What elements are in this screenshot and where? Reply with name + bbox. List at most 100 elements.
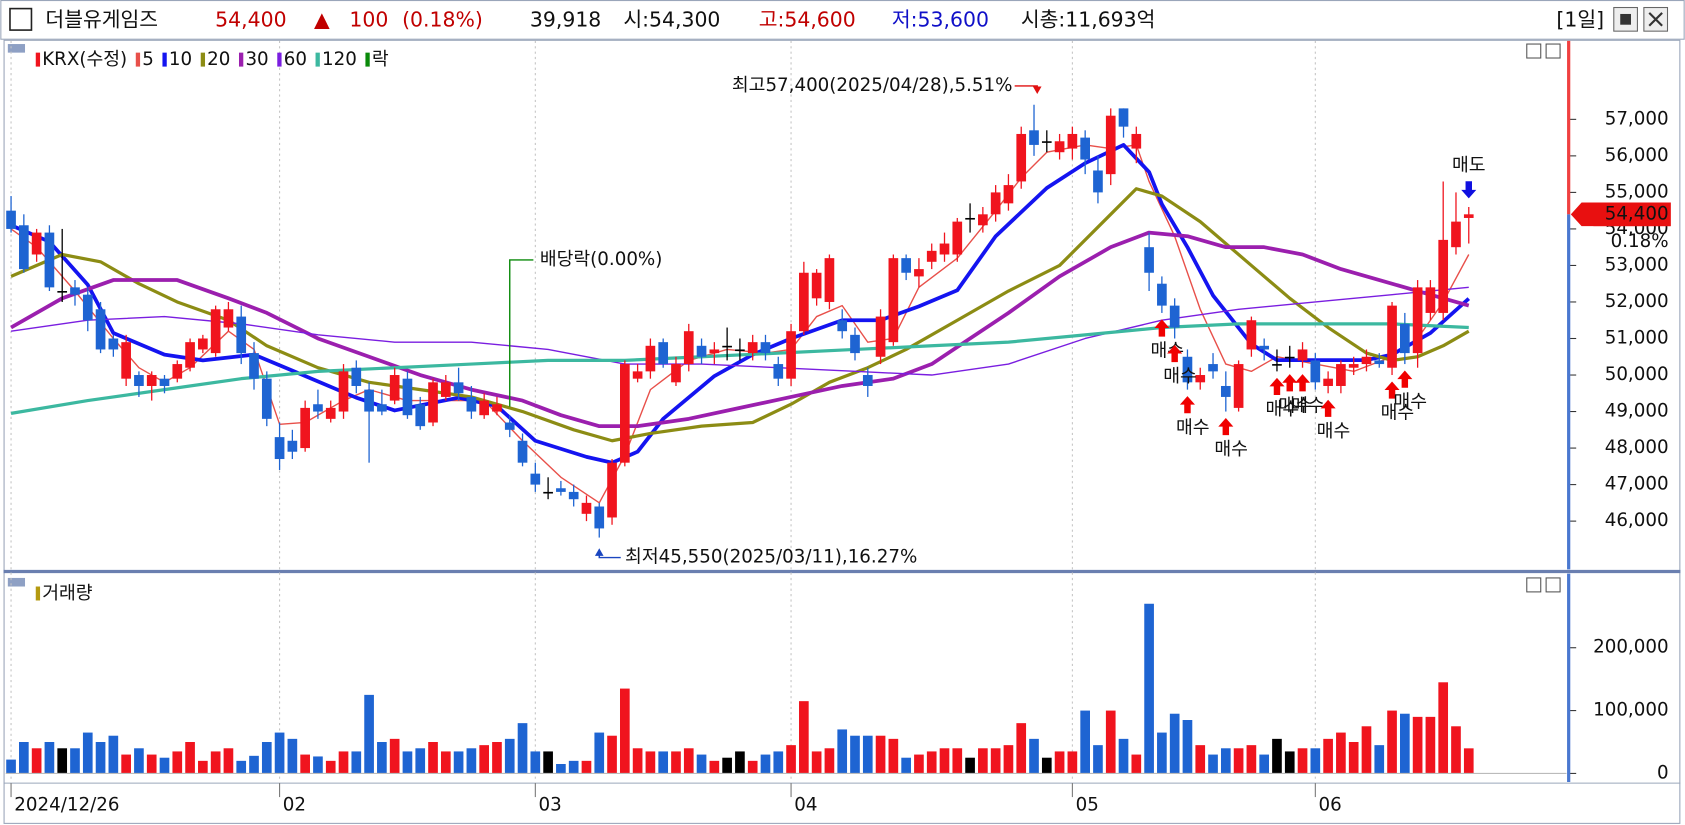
legend-volume: 거래량 xyxy=(42,583,93,604)
candle-body xyxy=(223,309,234,328)
volume-bar xyxy=(1323,738,1333,774)
candle-body xyxy=(607,462,617,518)
volume-tick-label: 0 xyxy=(1657,762,1669,783)
price: 54,400 xyxy=(215,7,286,31)
volume-bar xyxy=(1310,748,1321,774)
volume-bar xyxy=(389,738,400,774)
candle-body xyxy=(735,349,745,352)
volume-bar xyxy=(683,748,694,774)
volume-bar xyxy=(799,701,809,774)
y-tick-label: 55,000 xyxy=(1605,181,1669,202)
buy-label: 매수 xyxy=(1176,417,1210,438)
volume-bar xyxy=(1336,732,1346,774)
volume-bar xyxy=(671,751,681,774)
candle-body xyxy=(990,192,1001,215)
candle-body xyxy=(351,367,362,386)
checkbox[interactable] xyxy=(9,7,33,31)
candle-body xyxy=(1195,375,1206,383)
candle-body xyxy=(926,250,937,262)
volume-bar xyxy=(1297,748,1308,774)
candle-body xyxy=(632,371,643,379)
candle-body xyxy=(364,389,374,412)
candle-body xyxy=(1067,133,1078,149)
candle-body xyxy=(415,404,426,427)
candle-body xyxy=(198,338,208,350)
candle-body xyxy=(965,217,975,220)
volume-bar xyxy=(82,732,93,774)
volume-bar xyxy=(990,748,1001,774)
x-tick-label: 03 xyxy=(539,795,562,816)
high-note-head xyxy=(1032,86,1042,94)
candle-body xyxy=(338,371,349,412)
legend-dividend: 락 xyxy=(372,49,389,70)
volume-bar xyxy=(1438,682,1449,774)
volume-bar xyxy=(300,754,310,774)
x-tick-label: 04 xyxy=(794,795,817,816)
candle-body xyxy=(1374,360,1385,365)
candle-body xyxy=(850,334,860,354)
legend-ma-marker xyxy=(200,52,206,67)
candle-body xyxy=(594,506,605,529)
candle-body xyxy=(1029,130,1039,145)
volume-bar xyxy=(530,751,541,774)
volume-bar xyxy=(313,756,323,774)
candle-body xyxy=(440,382,451,397)
candle-body xyxy=(1157,283,1167,306)
volume-bar xyxy=(325,760,336,774)
panel-close-button[interactable] xyxy=(1545,43,1561,59)
candle-body xyxy=(568,491,579,500)
candle-body xyxy=(530,473,541,485)
buy-label: 매수 xyxy=(1393,392,1427,413)
volume-bar xyxy=(978,748,988,774)
candle-body xyxy=(1348,364,1359,368)
candle-body xyxy=(1169,305,1180,328)
legend-candles: KRX(수정) xyxy=(42,49,127,70)
volume-bar xyxy=(773,751,784,774)
header-bar xyxy=(0,0,1685,40)
candle-body xyxy=(504,422,515,430)
candle-body xyxy=(402,378,413,416)
volume-bar xyxy=(901,757,911,774)
candle-body xyxy=(543,491,553,494)
volume-bar xyxy=(1169,713,1180,774)
change-arrow: ▲ xyxy=(314,7,330,31)
candle-body xyxy=(1093,170,1103,193)
candle-body xyxy=(1451,221,1461,248)
panel-max-button[interactable] xyxy=(1526,43,1542,59)
panel-max-button[interactable] xyxy=(1526,577,1542,593)
volume-bar xyxy=(1067,751,1078,774)
candle-body xyxy=(1220,385,1231,397)
volume-bar xyxy=(862,735,873,774)
buy-arrow xyxy=(1282,374,1298,392)
y-tick-label: 47,000 xyxy=(1605,474,1669,495)
y-tick-label: 51,000 xyxy=(1605,327,1669,348)
open: 시:54,300 xyxy=(623,7,720,31)
candle-body xyxy=(185,342,195,368)
volume-bar xyxy=(1144,603,1154,774)
volume-bar xyxy=(95,742,106,774)
panel-close-button[interactable] xyxy=(1545,577,1561,593)
volume-bar xyxy=(619,688,630,774)
candle-body xyxy=(709,349,720,354)
volume-bar xyxy=(364,694,374,774)
candle-body xyxy=(1233,364,1244,408)
volume-bar xyxy=(57,748,68,774)
buy-label: 매수 xyxy=(1291,395,1325,416)
candle-body xyxy=(747,342,758,354)
candle-body xyxy=(1284,356,1295,359)
candle-body xyxy=(428,382,438,423)
legend-dividend-marker xyxy=(365,52,370,67)
volume-bar xyxy=(134,748,144,774)
volume-bar xyxy=(1105,710,1116,774)
volume-bar xyxy=(1451,726,1461,774)
candle-body xyxy=(1246,320,1257,350)
candle-body xyxy=(1003,185,1014,204)
period[interactable]: [1일] xyxy=(1556,7,1604,31)
volume-bar xyxy=(185,742,195,774)
volume-bar xyxy=(939,748,950,774)
candle-body xyxy=(1272,364,1282,366)
volume-bar xyxy=(1208,754,1218,774)
volume-bar xyxy=(19,742,29,774)
candle-body xyxy=(1144,247,1154,273)
